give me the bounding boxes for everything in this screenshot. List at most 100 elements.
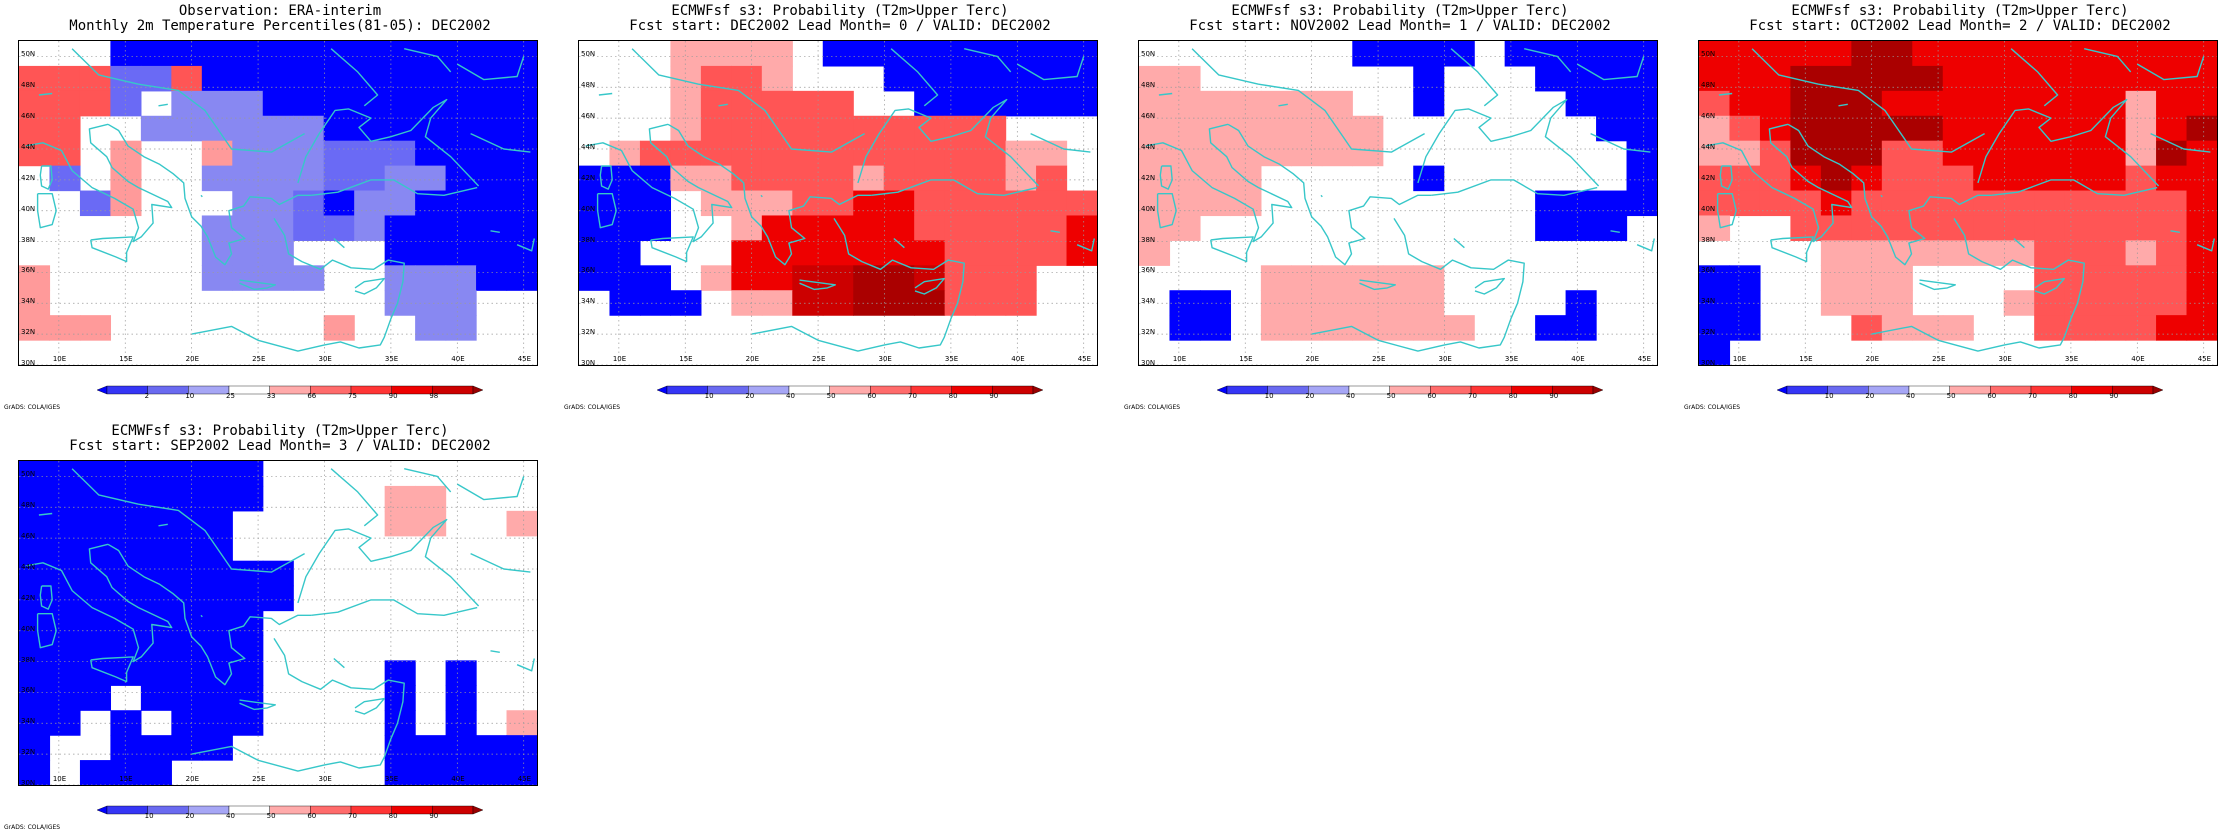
probability-cell — [1291, 265, 1323, 291]
coastline — [38, 512, 53, 516]
colorbar-label: 60 — [867, 392, 877, 400]
lat-tick-label: 44N — [21, 563, 36, 571]
probability-cell — [914, 90, 946, 117]
probability-cell — [384, 685, 416, 711]
legend — [656, 380, 1044, 399]
panel-title-line1: ECMWFsf s3: Probability (T2m>Upper Terc) — [1231, 3, 1569, 19]
probability-cell — [293, 165, 325, 192]
probability-cell — [1005, 190, 1037, 217]
coastline — [1156, 192, 1177, 229]
lat-tick-label: 32N — [21, 748, 36, 757]
probability-cell — [1942, 41, 1974, 67]
panel-lead-month-2: ECMWFsf s3: Probability (T2m>Upper Terc)… — [1680, 0, 2240, 420]
probability-cell — [2064, 140, 2096, 167]
probability-cell — [700, 41, 732, 67]
lat-tick-label: 32N — [1141, 328, 1156, 337]
panel-lead-month-0: ECMWFsf s3: Probability (T2m>Upper Terc)… — [560, 0, 1120, 420]
lat-tick-label: 42N — [1141, 173, 1156, 182]
probability-cell — [476, 240, 508, 266]
probability-cell — [384, 41, 416, 67]
probability-cell — [2125, 41, 2157, 67]
probability-cell — [79, 685, 112, 711]
probability-cell — [822, 140, 854, 167]
probability-cell — [384, 140, 416, 167]
lat-tick-label: 40N — [581, 204, 596, 213]
probability-cell — [1820, 240, 1852, 266]
lon-tick-label: 40E — [1571, 355, 1585, 363]
probability-cell — [853, 41, 885, 67]
probability-cell — [1139, 115, 1171, 142]
probability-cell — [2125, 240, 2157, 266]
probability-cell — [2064, 190, 2096, 217]
probability-cell — [2064, 315, 2096, 341]
colorbar-label: 70 — [348, 812, 357, 820]
probability-cell — [201, 610, 233, 637]
colorbar-arrow-left — [1216, 385, 1228, 395]
probability-cell — [1699, 215, 1731, 241]
probability-cell — [476, 190, 508, 217]
probability-cell — [293, 215, 325, 241]
probability-cell — [2156, 140, 2188, 167]
colorbar-label: 50 — [826, 392, 836, 400]
colorbar-segment — [788, 385, 830, 395]
probability-cell — [822, 41, 854, 67]
probability-cell — [975, 140, 1007, 167]
lon-tick-label: 25E — [812, 355, 826, 363]
probability-cell — [2034, 90, 2066, 117]
probability-cell — [1729, 265, 1761, 291]
probability-cell — [914, 190, 946, 217]
probability-cell — [232, 90, 264, 117]
probability-cell — [49, 90, 81, 117]
probability-cell — [1260, 265, 1292, 291]
probability-cell — [506, 215, 537, 241]
map-svg — [579, 41, 1097, 365]
probability-cell — [853, 165, 885, 192]
probability-cell — [1066, 190, 1097, 217]
probability-cell — [506, 90, 537, 117]
lon-tick-label: 25E — [252, 355, 266, 363]
probability-cell — [883, 240, 915, 266]
probability-cell — [1036, 165, 1068, 192]
probability-cell — [1881, 90, 1913, 117]
lat-tick-label: 38N — [1701, 235, 1716, 244]
probability-cell — [140, 560, 172, 587]
probability-cell — [2186, 165, 2217, 192]
probability-cell — [232, 190, 264, 217]
probability-cell — [2003, 165, 2035, 192]
probability-cell — [883, 215, 915, 241]
probability-cell — [1169, 90, 1201, 117]
probability-cell — [79, 315, 112, 341]
coastline — [914, 277, 945, 295]
probability-cell — [700, 190, 732, 217]
probability-cell — [384, 215, 416, 241]
probability-cell — [670, 140, 702, 167]
colorbar-label: 10 — [704, 392, 714, 400]
map-frame — [18, 40, 538, 366]
probability-cell — [201, 660, 233, 686]
probability-cell — [1169, 140, 1201, 167]
probability-cell — [262, 115, 294, 142]
probability-cell — [384, 190, 416, 217]
coastline — [1991, 179, 2158, 197]
probability-cell — [761, 140, 793, 167]
colorbar — [1216, 385, 1604, 395]
lat-tick-label: 48N — [581, 81, 596, 90]
probability-cell — [609, 265, 641, 291]
lat-tick-label: 48N — [1701, 81, 1716, 90]
colorbar-label: 10 — [1824, 392, 1834, 400]
probability-cell — [110, 735, 142, 761]
probability-cell — [201, 585, 233, 612]
colorbar-label: 60 — [1987, 392, 1997, 400]
colorbar-label: 20 — [185, 812, 195, 820]
colorbar-segment — [829, 385, 871, 395]
coastline — [2136, 56, 2205, 81]
probability-cell — [110, 560, 142, 587]
probability-cell — [19, 90, 51, 117]
probability-cell — [354, 65, 386, 92]
coastline — [718, 103, 728, 107]
probability-cell — [506, 265, 537, 291]
probability-cell — [2125, 140, 2157, 167]
probability-cell — [761, 215, 793, 241]
lat-tick-label: 44N — [21, 143, 36, 151]
lat-tick-label: 42N — [581, 173, 596, 182]
